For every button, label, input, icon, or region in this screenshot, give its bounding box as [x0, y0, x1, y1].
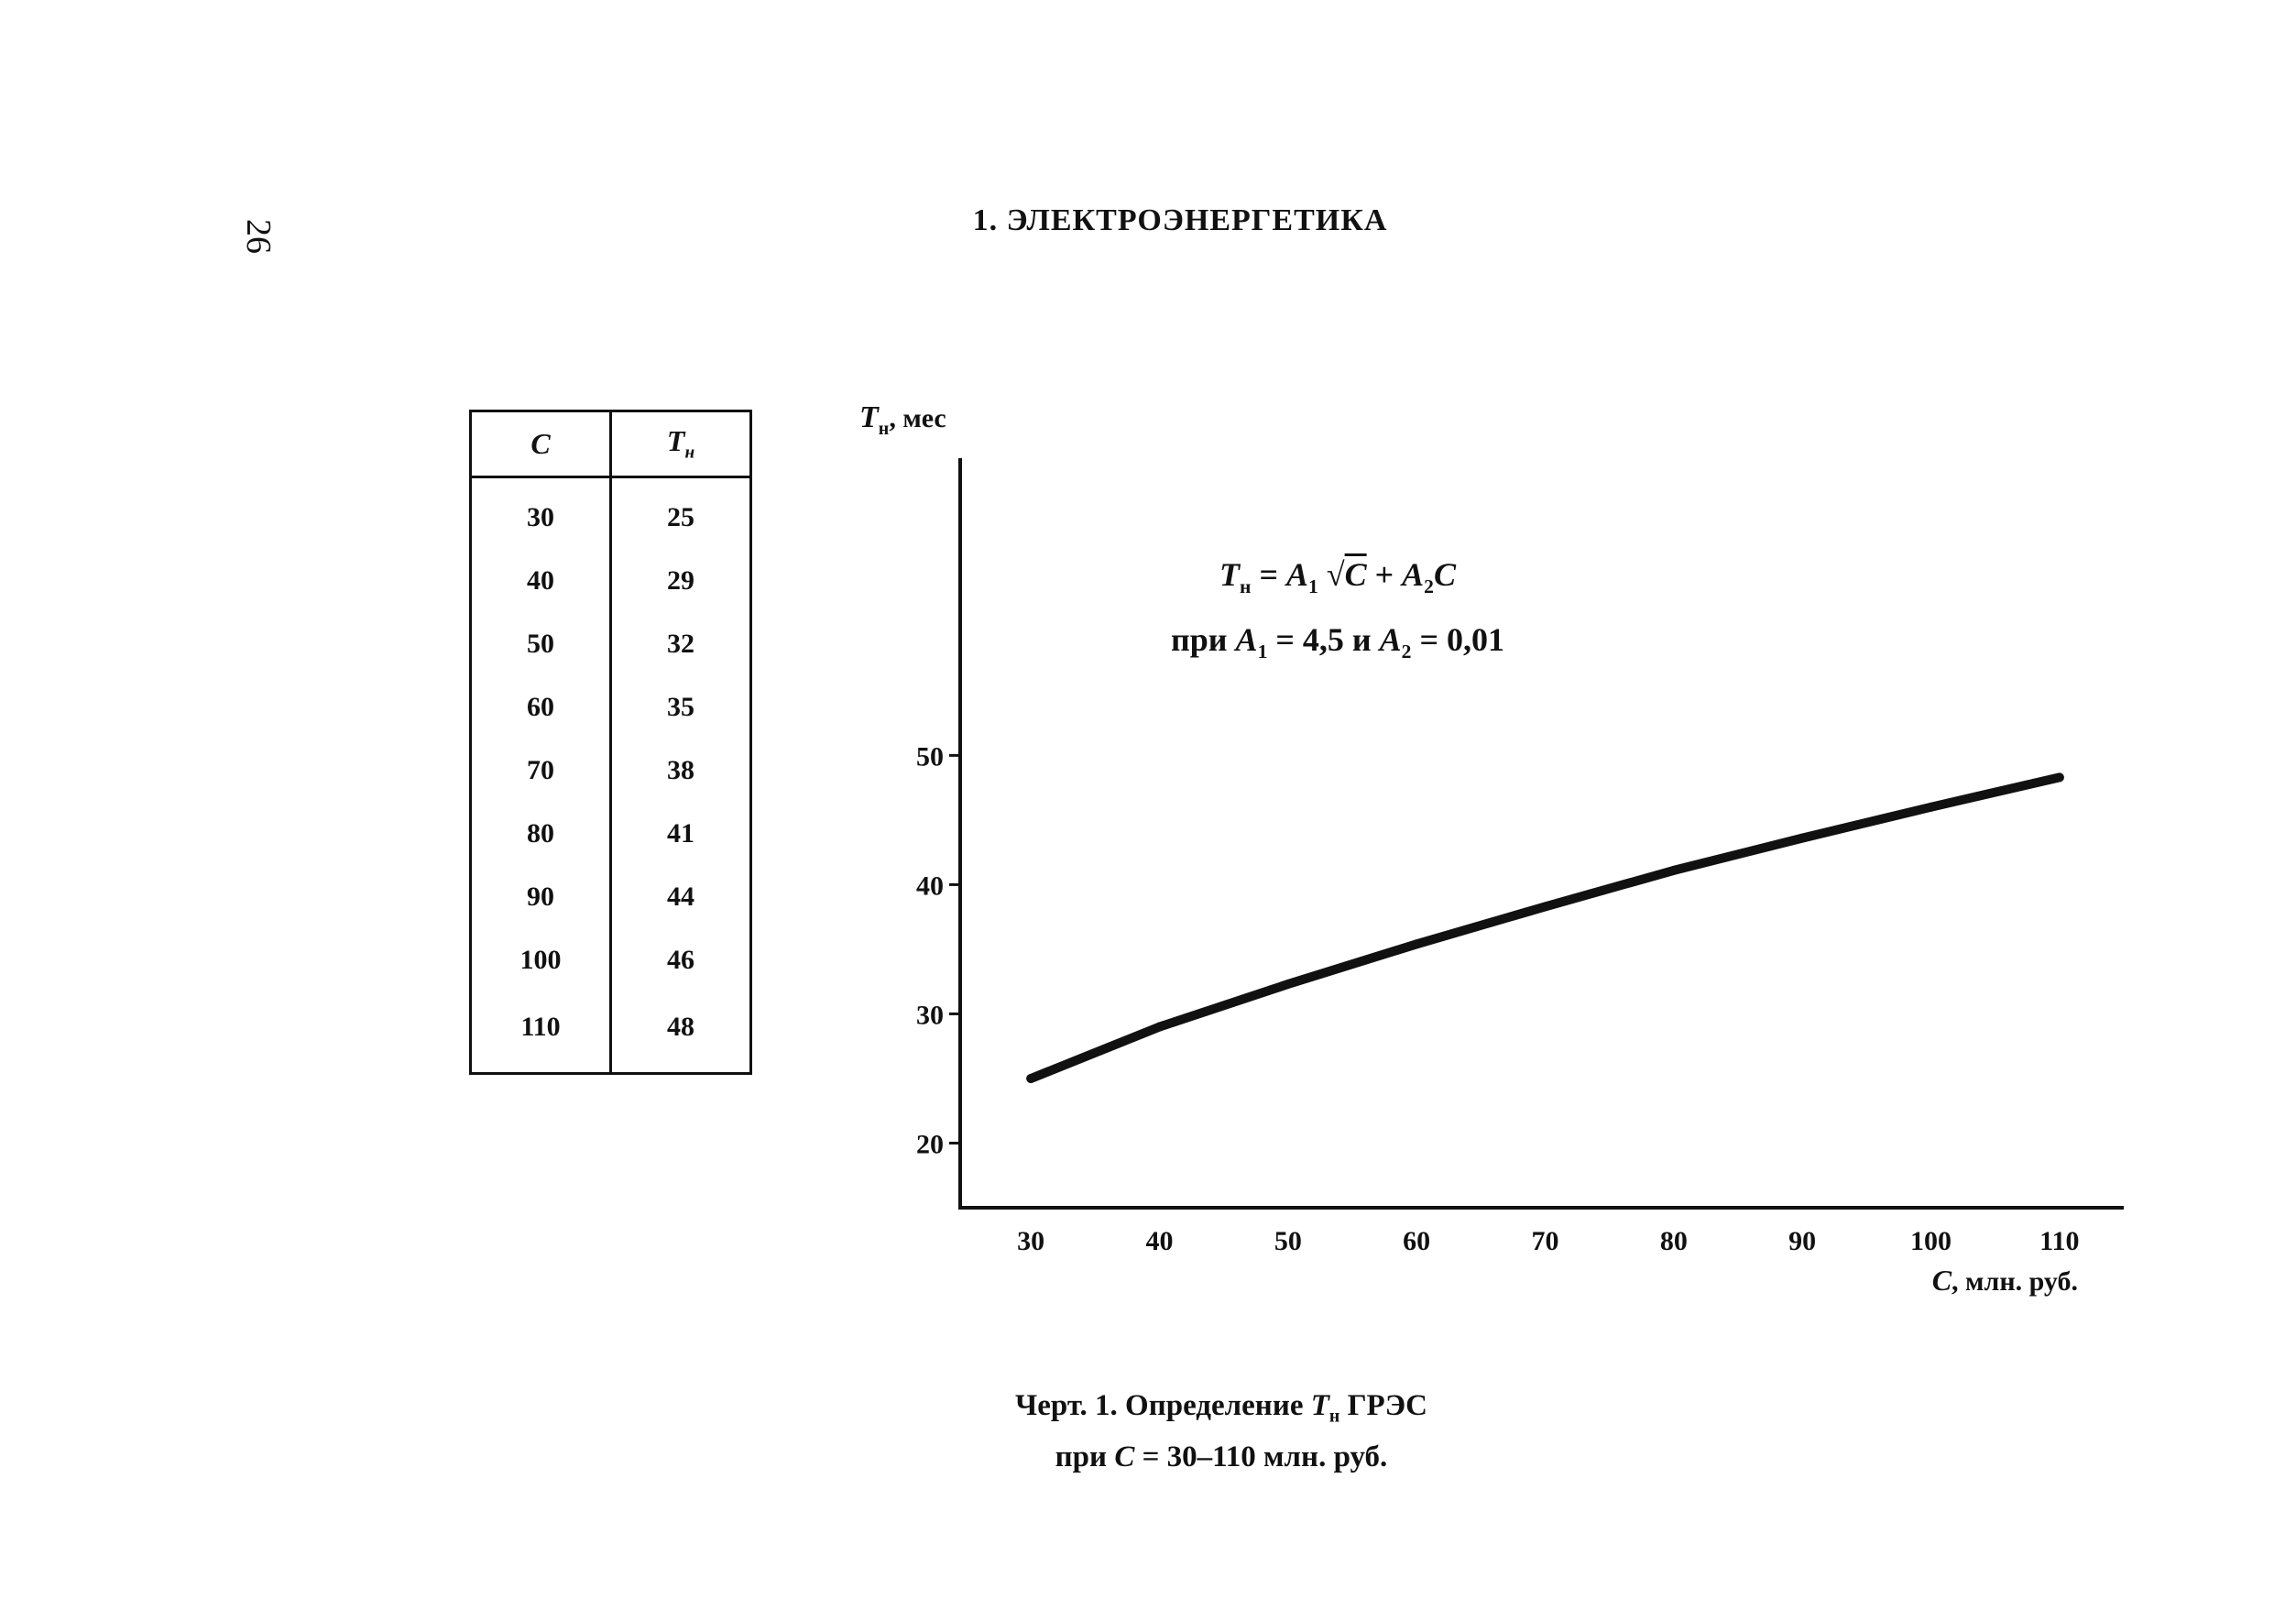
- table-cell-tn: 25: [609, 476, 752, 549]
- formula-l2-v2: = 0,01: [1411, 621, 1504, 659]
- table-cell-tn: 46: [609, 928, 752, 991]
- figure-caption: Черт. 1. Определение Tн ГРЭС при C = 30–…: [0, 1385, 2296, 1477]
- section-title: 1. ЭЛЕКТРОЭНЕРГЕТИКА: [972, 203, 1388, 237]
- table-cell-tn: 32: [609, 612, 752, 675]
- table-cell-c: 40: [469, 549, 612, 612]
- x-tick-label: 80: [1660, 1226, 1688, 1256]
- y-tick-label: 50: [916, 741, 944, 772]
- table-cell-c: 90: [469, 865, 612, 928]
- table-cell-tn: 41: [609, 802, 752, 865]
- formula-c2: C: [1433, 556, 1456, 593]
- formula-l2-a2: A: [1379, 621, 1402, 659]
- data-point: [1154, 1022, 1164, 1032]
- formula-a2-sub: 2: [1424, 575, 1434, 598]
- header-tn: Tн: [609, 411, 752, 478]
- y-tick-label: 30: [916, 1000, 944, 1030]
- formula-sqrt: √: [1326, 556, 1345, 593]
- formula-l2-a2-sub: 2: [1401, 641, 1412, 663]
- data-table: C Tн 30 25 40 29 50 32 60 35 70 38 80 41 90 44 100 46 11…: [469, 410, 752, 1075]
- table-cell-tn: 35: [609, 675, 752, 739]
- formula-pri: при: [1171, 621, 1236, 659]
- formula-l2-a1: A: [1235, 621, 1258, 659]
- table-cell-tn: 38: [609, 739, 752, 802]
- table-cell-c: 50: [469, 612, 612, 675]
- table-row: 30 25: [469, 476, 752, 549]
- table-cell-c: 30: [469, 476, 612, 549]
- formula-t-sub: н: [1240, 575, 1252, 598]
- header-tn-subscript: н: [684, 443, 695, 463]
- formula-line-1: Tн = A1 √C + A2C: [1081, 548, 1594, 613]
- data-point: [1926, 802, 1936, 812]
- caption-line-2: при C = 30–110 млн. руб.: [147, 1437, 2296, 1477]
- table-header-row: C Tн: [469, 411, 752, 478]
- formula-t: T: [1219, 556, 1241, 593]
- x-tick-label: 90: [1788, 1226, 1816, 1256]
- caption-c: C: [1114, 1440, 1135, 1473]
- table-cell-tn: 29: [609, 549, 752, 612]
- x-tick-label: 30: [1017, 1226, 1044, 1256]
- formula: Tн = A1 √C + A2C при A1 = 4,5 и A2 = 0,0…: [1081, 548, 1594, 678]
- table-cell-tn: 48: [609, 991, 752, 1074]
- data-point: [1668, 865, 1678, 875]
- header-tn-symbol: T: [666, 424, 685, 458]
- formula-a2: A: [1402, 556, 1425, 593]
- series-line: [1026, 772, 2064, 1083]
- x-tick-label: 60: [1403, 1226, 1430, 1256]
- y-tick-label: 40: [916, 871, 944, 901]
- data-point: [1412, 939, 1422, 949]
- table-row: 100 46: [469, 928, 752, 991]
- table-cell-c: 100: [469, 928, 612, 991]
- table-cell-c: 70: [469, 739, 612, 802]
- data-point: [1540, 902, 1550, 912]
- table-row: 70 38: [469, 739, 752, 802]
- table-cell-tn: 44: [609, 865, 752, 928]
- x-axis-label: C, млн. руб.: [1932, 1264, 2078, 1297]
- x-tick-label: 70: [1532, 1226, 1559, 1256]
- caption-suffix: ГРЭС: [1339, 1389, 1427, 1422]
- formula-l2-a1-sub: 1: [1257, 641, 1268, 663]
- caption-line-1: Черт. 1. Определение Tн ГРЭС: [147, 1385, 2296, 1437]
- caption-pri: при: [1055, 1440, 1115, 1473]
- caption-range: = 30–110 млн. руб.: [1134, 1440, 1388, 1473]
- y-tick-label: 20: [916, 1129, 944, 1159]
- formula-a1-sub: 1: [1308, 575, 1318, 598]
- table-cell-c: 110: [469, 991, 612, 1074]
- data-point: [1026, 1073, 1036, 1083]
- x-tick-label: 50: [1274, 1226, 1302, 1256]
- data-point: [2054, 772, 2064, 783]
- table-row: 80 41: [469, 802, 752, 865]
- formula-c: C: [1344, 556, 1367, 593]
- formula-l2-v1: = 4,5 и: [1267, 621, 1380, 659]
- caption-t: T: [1310, 1389, 1329, 1422]
- formula-a1: A: [1286, 556, 1309, 593]
- table-row: 40 29: [469, 549, 752, 612]
- caption-prefix: Черт. 1. Определение: [1015, 1389, 1311, 1422]
- table-cell-c: 60: [469, 675, 612, 739]
- formula-line-2: при A1 = 4,5 и A2 = 0,01: [1081, 613, 1594, 678]
- data-point: [1283, 980, 1293, 990]
- x-tick-label: 100: [1910, 1226, 1952, 1256]
- formula-eq: =: [1251, 556, 1287, 593]
- table-cell-c: 80: [469, 802, 612, 865]
- data-point: [1798, 833, 1808, 843]
- table-row: 60 35: [469, 675, 752, 739]
- formula-plus: +: [1366, 556, 1403, 593]
- table-body: 30 25 40 29 50 32 60 35 70 38 80 41 90 44 100 46 110 48: [469, 476, 752, 1074]
- x-tick-label: 40: [1146, 1226, 1174, 1256]
- caption-t-sub: н: [1328, 1406, 1340, 1427]
- table-row: 110 48: [469, 991, 752, 1074]
- table-row: 50 32: [469, 612, 752, 675]
- x-tick-label: 110: [2039, 1226, 2079, 1256]
- y-axis-label: Tн, мес: [859, 400, 946, 439]
- table-row: 90 44: [469, 865, 752, 928]
- header-c: C: [469, 411, 612, 478]
